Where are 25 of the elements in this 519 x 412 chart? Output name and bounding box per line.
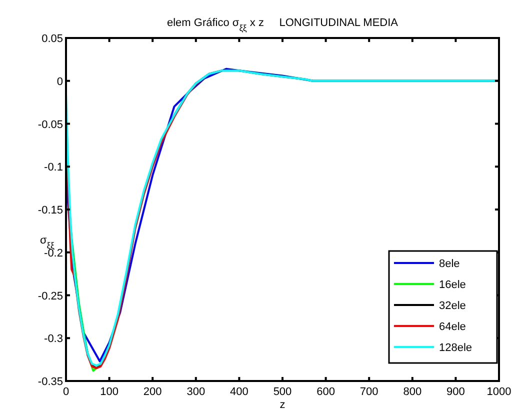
y-tick-label: -0.25 <box>38 290 63 302</box>
y-tick-label: -0.35 <box>38 376 63 388</box>
x-tick-label: 700 <box>360 386 378 398</box>
x-tick-label: 1000 <box>486 386 512 398</box>
x-tick-label: 400 <box>230 386 248 398</box>
x-tick-label: 200 <box>143 386 162 398</box>
y-tick-label: 0 <box>56 76 63 88</box>
legend-label: 16ele <box>439 279 466 291</box>
legend-label: 64ele <box>439 321 466 333</box>
x-tick-label: 900 <box>446 386 465 398</box>
legend-label: 8ele <box>439 258 460 270</box>
x-tick-label: 600 <box>316 386 335 398</box>
y-tick-label: -0.05 <box>38 118 63 131</box>
x-tick-label: 100 <box>100 386 118 398</box>
x-tick-label: 500 <box>273 386 292 398</box>
legend-label: 32ele <box>439 300 466 312</box>
chart-title: elem Gráfico σ$_{ξξ}$ x z LONGITUDINAL MEDIA <box>166 17 399 33</box>
y-tick-label: 0.05 <box>42 33 63 45</box>
y-tick-label: -0.3 <box>44 333 63 346</box>
y-tick-label: -0.1 <box>44 162 63 174</box>
y-tick-label: -0.15 <box>38 204 63 216</box>
x-tick-label: 300 <box>186 386 206 398</box>
x-axis-title: z <box>280 399 286 411</box>
legend-label: 128ele <box>439 342 472 354</box>
x-tick-label: 800 <box>403 386 422 398</box>
